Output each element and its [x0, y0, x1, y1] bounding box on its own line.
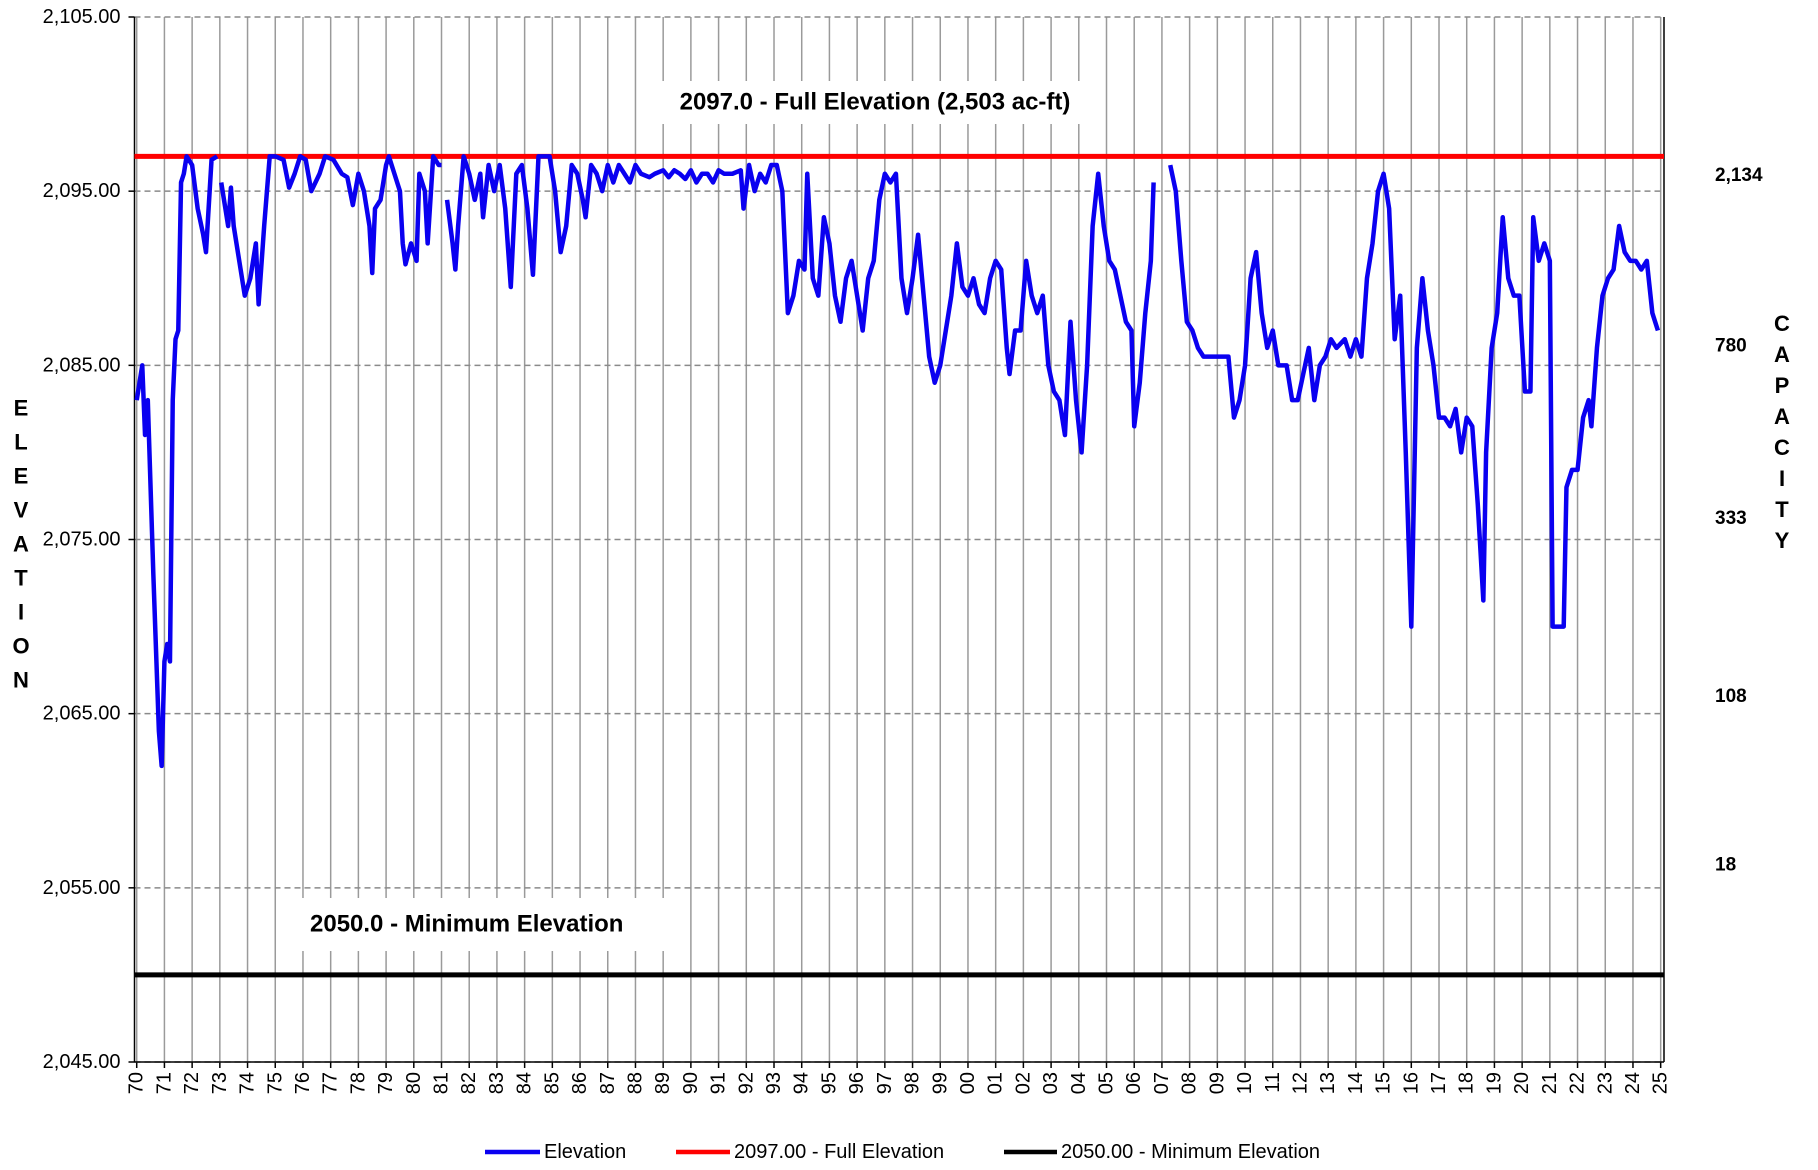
legend-label: Elevation — [544, 1141, 626, 1163]
x-tick-label: 95 — [818, 1072, 840, 1094]
x-tick-label: 11 — [1262, 1072, 1284, 1093]
x-tick-label: 98 — [902, 1072, 924, 1094]
x-tick-label: 79 — [375, 1072, 397, 1094]
x-tick-label: 20 — [1511, 1072, 1533, 1094]
x-tick-label: 86 — [569, 1072, 591, 1094]
x-tick-label: 25 — [1650, 1072, 1672, 1094]
x-tick-label: 02 — [1012, 1072, 1034, 1094]
y-tick-label: 2,065.00 — [43, 703, 121, 725]
x-tick-label: 91 — [708, 1072, 730, 1094]
legend-label: 2050.00 - Minimum Elevation — [1061, 1141, 1320, 1163]
annotation: 2097.0 - Full Elevation (2,503 ac-ft) — [680, 89, 1071, 116]
x-tick-label: 92 — [735, 1072, 757, 1094]
x-tick-label: 12 — [1289, 1072, 1311, 1094]
x-tick-label: 87 — [597, 1072, 619, 1094]
x-tick-label: 76 — [292, 1072, 314, 1094]
x-tick-label: 19 — [1483, 1072, 1505, 1094]
y-tick-label: 2,105.00 — [43, 6, 121, 28]
x-tick-label: 03 — [1040, 1072, 1062, 1094]
x-tick-label: 22 — [1567, 1072, 1589, 1094]
x-tick-label: 13 — [1317, 1072, 1339, 1094]
data-line — [134, 154, 1661, 769]
x-tick-label: 84 — [514, 1072, 536, 1094]
annotation: 2050.0 - Minimum Elevation — [310, 911, 623, 938]
x-tick-label: 78 — [347, 1072, 369, 1094]
x-tick-label: 23 — [1594, 1072, 1616, 1094]
x-tick-label: 82 — [458, 1072, 480, 1094]
x-tick-label: 00 — [957, 1072, 979, 1094]
annotation-box — [645, 81, 1105, 124]
x-tick-label: 01 — [985, 1072, 1007, 1094]
x-tick-label: 72 — [181, 1072, 203, 1094]
x-tick-label: 15 — [1373, 1072, 1395, 1094]
x-tick-label: 90 — [680, 1072, 702, 1094]
x-tick-label: 74 — [237, 1072, 259, 1094]
x-tick-label: 71 — [153, 1072, 175, 1094]
y2-tick-label: 780 — [1715, 336, 1747, 357]
x-tick-label: 75 — [264, 1072, 286, 1094]
x-tick-label: 85 — [541, 1072, 563, 1094]
x-tick-label: 73 — [209, 1072, 231, 1094]
x-tick-label: 07 — [1151, 1072, 1173, 1094]
x-tick-label: 96 — [846, 1072, 868, 1094]
y2-tick-label: 18 — [1715, 855, 1736, 876]
x-tick-label: 89 — [652, 1072, 674, 1094]
x-tick-label: 14 — [1345, 1072, 1367, 1094]
x-tick-label: 10 — [1234, 1072, 1256, 1094]
y-tick-label: 2,075.00 — [43, 529, 121, 551]
x-tick-label: 09 — [1206, 1072, 1228, 1094]
x-tick-label: 97 — [874, 1072, 896, 1094]
y2-tick-label: 108 — [1715, 686, 1747, 707]
legend-label: 2097.00 - Full Elevation — [734, 1141, 944, 1163]
x-tick-label: 88 — [624, 1072, 646, 1094]
x-tick-label: 04 — [1068, 1072, 1090, 1094]
x-tick-label: 77 — [320, 1072, 342, 1094]
x-tick-label: 24 — [1622, 1072, 1644, 1094]
x-tick-label: 21 — [1539, 1072, 1561, 1094]
x-tick-label: 06 — [1123, 1072, 1145, 1094]
x-tick-label: 70 — [126, 1072, 148, 1094]
x-tick-label: 80 — [403, 1072, 425, 1094]
x-tick-label: 17 — [1428, 1072, 1450, 1094]
x-tick-label: 18 — [1456, 1072, 1478, 1094]
x-tick-label: 05 — [1096, 1072, 1118, 1094]
y-tick-label: 2,045.00 — [43, 1051, 121, 1073]
y2-tick-label: 333 — [1715, 508, 1747, 529]
y-tick-label: 2,095.00 — [43, 180, 121, 202]
x-tick-label: 08 — [1179, 1072, 1201, 1094]
y-tick-label: 2,085.00 — [43, 354, 121, 376]
x-tick-label: 16 — [1400, 1072, 1422, 1094]
x-tick-label: 83 — [486, 1072, 508, 1094]
x-tick-label: 99 — [929, 1072, 951, 1094]
x-tick-label: 81 — [431, 1072, 453, 1094]
x-tick-label: 94 — [791, 1072, 813, 1094]
x-tick-label: 93 — [763, 1072, 785, 1094]
y2-tick-label: 2,134 — [1715, 165, 1763, 186]
y-tick-label: 2,055.00 — [43, 877, 121, 899]
annotation-box — [299, 898, 690, 951]
